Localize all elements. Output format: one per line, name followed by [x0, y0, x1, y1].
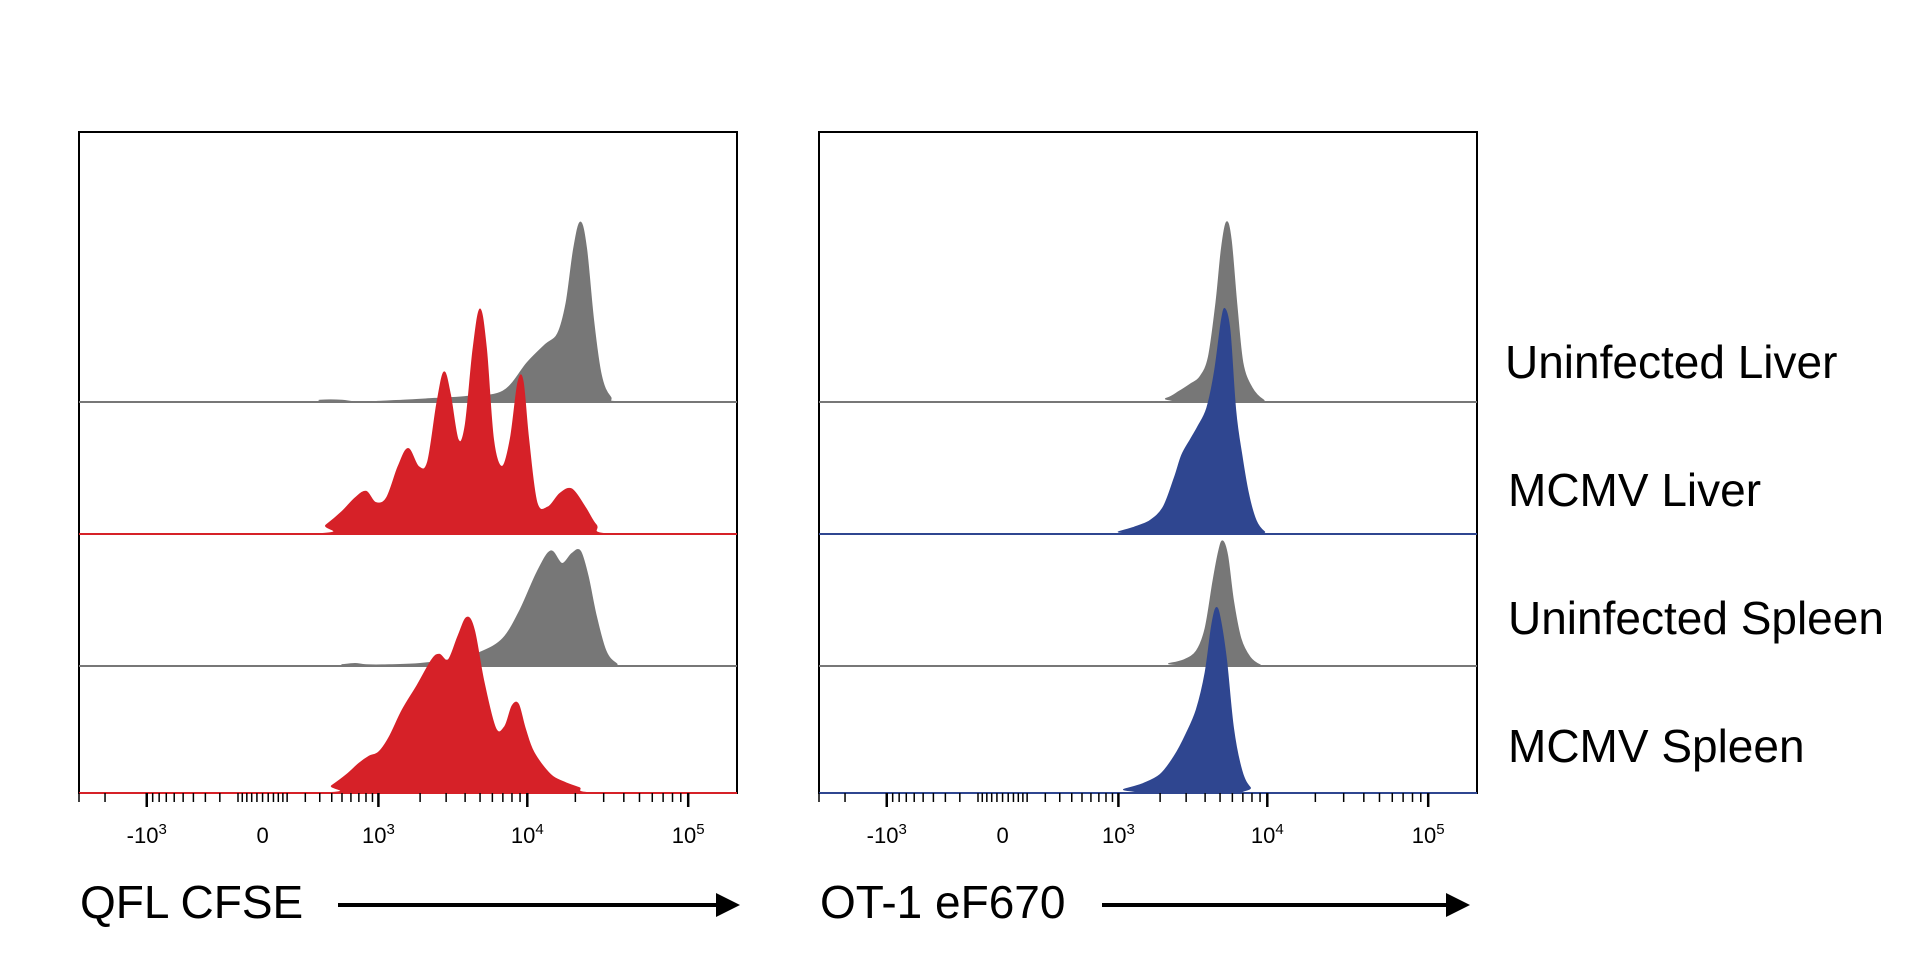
tick-label: 103	[1102, 821, 1135, 848]
x-axis-title-left-group: QFL CFSE	[80, 876, 740, 928]
row-label-uninfected-liver: Uninfected Liver	[1505, 336, 1837, 388]
panel-frame-right	[818, 131, 1478, 794]
histogram-uninfected-liver	[79, 221, 737, 403]
tick-label: 0	[256, 823, 268, 848]
histogram-mcmv-spleen	[79, 616, 737, 794]
tick-label: -103	[867, 821, 907, 848]
x-axis-title-right: OT-1 eF670	[820, 876, 1065, 928]
histogram-uninfected-spleen	[818, 540, 1477, 667]
row-labels: Uninfected Liver MCMV Liver Uninfected S…	[1505, 336, 1884, 772]
tick-label: 104	[1251, 821, 1284, 848]
histogram-uninfected-liver	[819, 221, 1477, 403]
row-label-mcmv-spleen: MCMV Spleen	[1508, 720, 1805, 772]
x-axis-title-right-group: OT-1 eF670	[820, 876, 1470, 928]
histogram-mcmv-spleen	[819, 607, 1477, 794]
histogram-mcmv-liver	[78, 308, 737, 535]
ot1-ef670-histogram-panel: -103 0 103 104 105	[818, 131, 1478, 848]
x-axis-tick-labels: -103 0 103 104 105	[127, 821, 705, 848]
tick-label: 103	[362, 821, 395, 848]
tick-label: 0	[996, 823, 1008, 848]
tick-label: -103	[127, 821, 167, 848]
histogram-mcmv-liver	[818, 307, 1477, 535]
x-axis-title-left: QFL CFSE	[80, 876, 303, 928]
x-axis-tick-labels: -103 0 103 104 105	[867, 821, 1445, 848]
qfl-cfse-histogram-panel: -103 0 103 104 105	[78, 131, 738, 848]
x-axis-arrowhead-right	[1446, 893, 1470, 917]
tick-label: 104	[511, 821, 544, 848]
tick-label: 105	[1412, 821, 1445, 848]
row-label-mcmv-liver: MCMV Liver	[1508, 464, 1761, 516]
histogram-uninfected-spleen	[78, 549, 737, 667]
row-label-uninfected-spleen: Uninfected Spleen	[1508, 592, 1884, 644]
tick-label: 105	[672, 821, 705, 848]
x-axis-arrowhead-left	[716, 893, 740, 917]
x-axis-ticks	[818, 793, 1430, 807]
x-axis-ticks	[78, 793, 690, 807]
